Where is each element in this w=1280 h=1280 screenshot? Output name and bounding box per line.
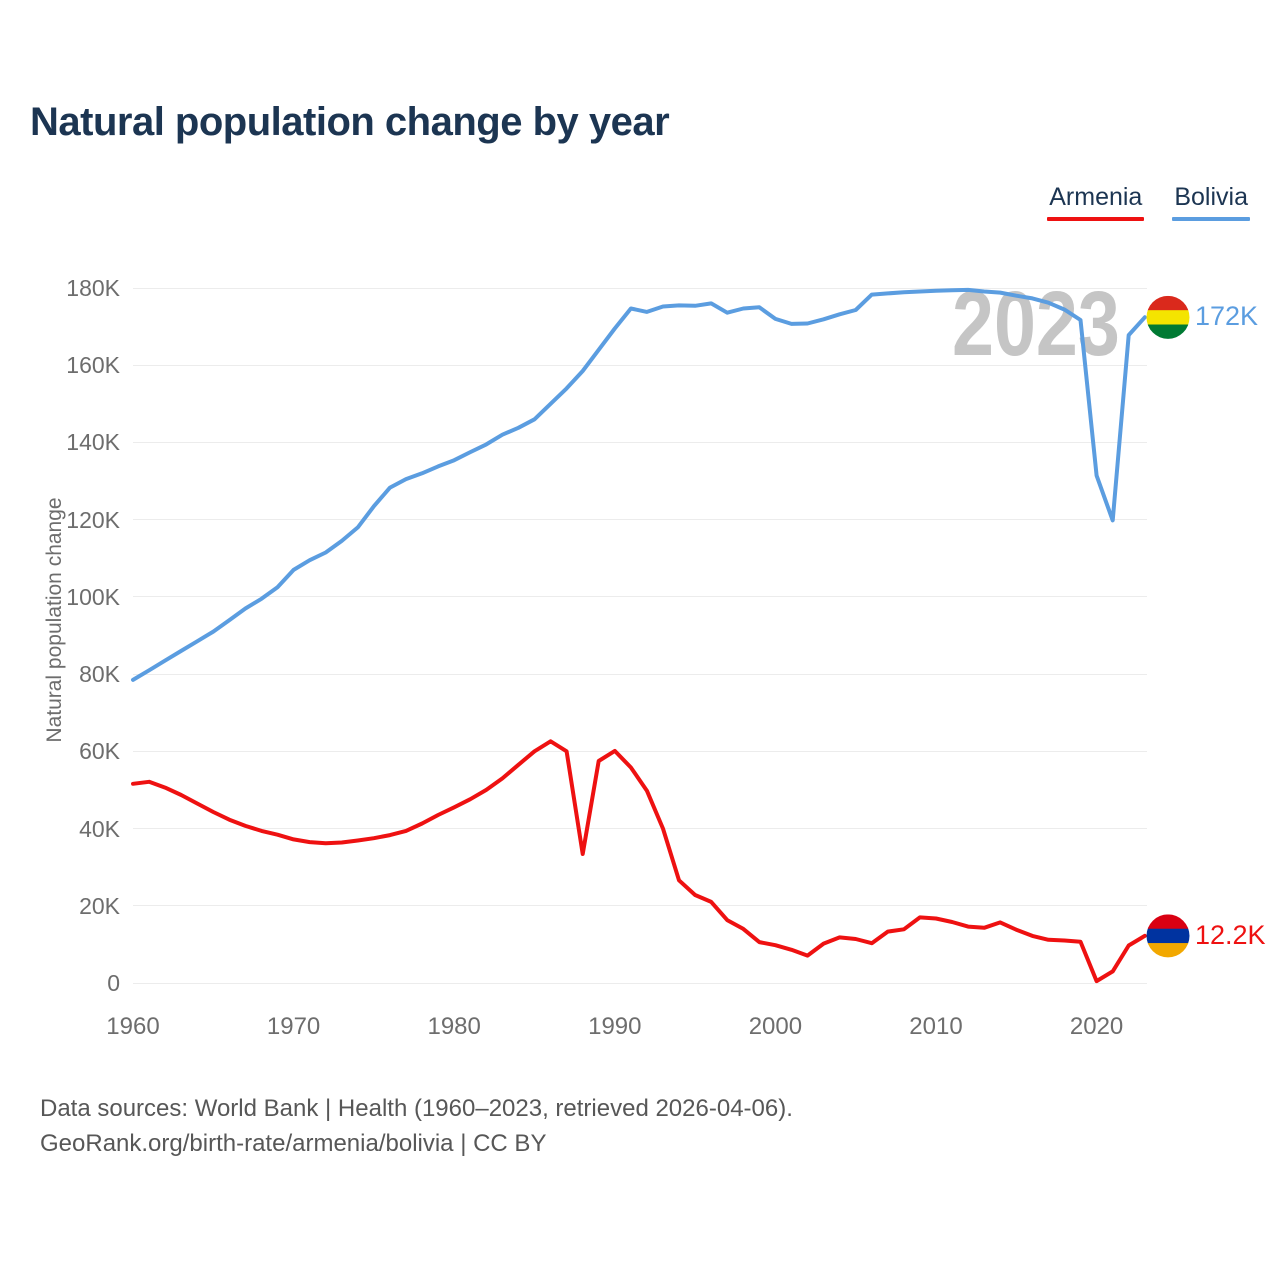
gridline [133,750,1147,752]
y-tick-label: 160K [66,352,120,379]
gridline [133,596,1147,598]
gridline [133,287,1147,289]
x-tick-label: 1980 [427,1013,481,1040]
gridline [133,982,1147,984]
line-armenia [131,739,1147,984]
end-value-bolivia: 172K [1195,301,1259,332]
y-tick-label: 100K [66,583,120,610]
footer: Data sources: World Bank | Health (1960–… [40,1091,793,1161]
x-tick-label: 1990 [588,1013,642,1040]
y-tick-label: 140K [66,429,120,456]
x-tick-label: 2020 [1069,1013,1124,1040]
gridline [133,364,1147,366]
y-tick-label: 80K [79,661,120,688]
legend-label: Bolivia [1174,183,1248,211]
y-tick-label: 120K [66,506,120,533]
gridline [133,828,1147,830]
line-bolivia [131,287,1147,682]
gridline [133,905,1147,907]
y-tick-label: 0 [107,970,120,996]
x-tick-label: 1960 [106,1013,160,1040]
y-tick-label: 40K [79,815,120,842]
bolivia-flag-icon [1146,295,1190,339]
y-tick-label: 20K [79,892,120,919]
footer-attribution: GeoRank.org/birth-rate/armenia/bolivia |… [40,1130,547,1157]
armenia-flag-icon [1146,914,1190,958]
page-title: Natural population change by year [30,100,670,144]
x-tick-label: 2000 [748,1013,803,1040]
y-tick-label: 60K [79,738,120,765]
y-tick-label: 180K [66,275,120,301]
gridline [133,519,1147,521]
x-tick-label: 2010 [909,1013,963,1040]
legend-color-bar [1047,217,1145,221]
legend-color-bar [1172,217,1250,221]
legend-item-armenia[interactable]: Armenia [1047,183,1145,221]
x-tick-label: 1970 [266,1013,321,1040]
gridline [133,441,1147,443]
gridline [133,673,1147,675]
legend: Armenia Bolivia [1047,183,1250,221]
legend-item-bolivia[interactable]: Bolivia [1172,183,1250,221]
legend-label: Armenia [1049,183,1143,211]
end-value-armenia: 12.2K [1195,919,1266,950]
footer-sources: Data sources: World Bank | Health (1960–… [40,1095,793,1122]
